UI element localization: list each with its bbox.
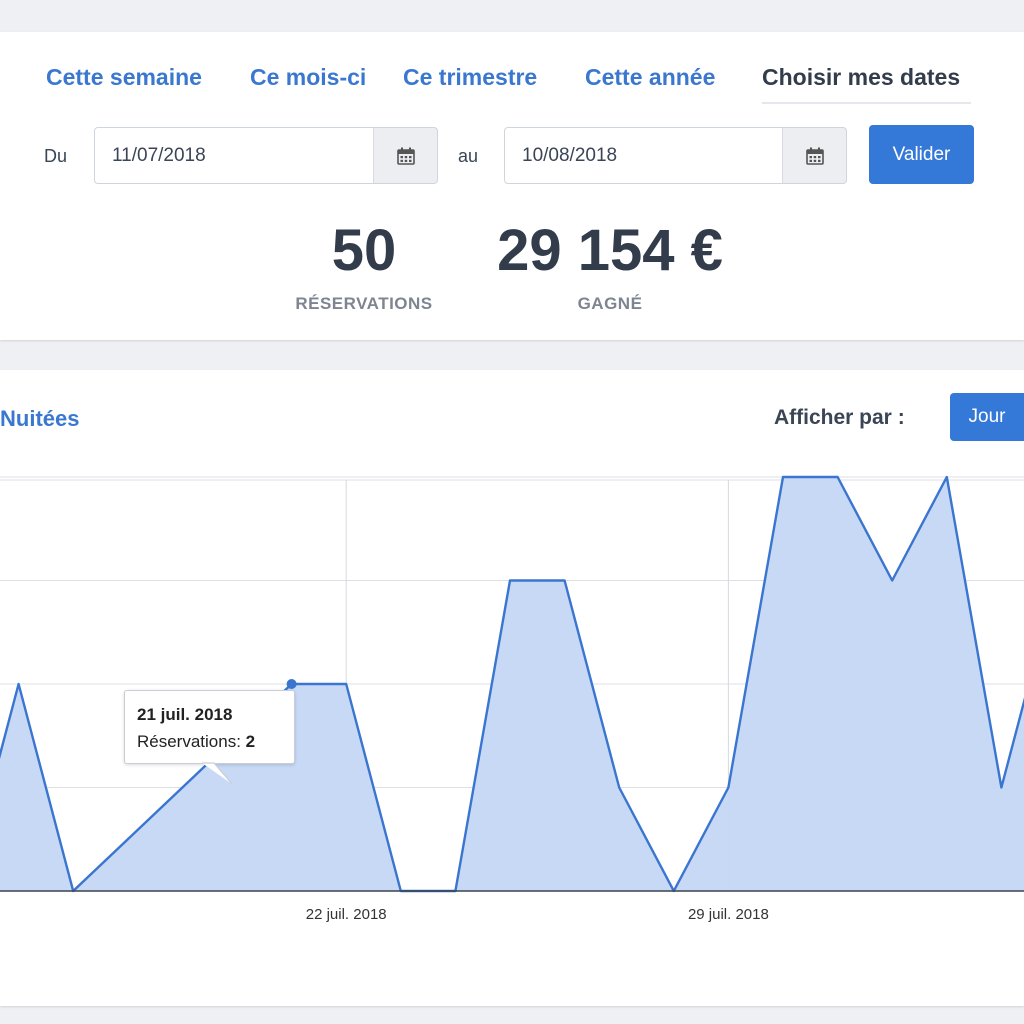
tab-nights[interactable]: Nuitées bbox=[0, 406, 80, 431]
group-by-day-button[interactable]: Jour bbox=[950, 393, 1024, 441]
reservations-count: 50 bbox=[331, 218, 397, 283]
group-by-label: Afficher par : bbox=[774, 406, 905, 429]
to-label: au bbox=[458, 146, 479, 166]
tooltip-pointer bbox=[202, 762, 233, 785]
tooltip-value: 2 bbox=[245, 732, 256, 751]
active-tab-underline bbox=[762, 102, 971, 104]
earned-amount: 29 154 € bbox=[497, 218, 723, 283]
x-tick-label: 29 juil. 2018 bbox=[688, 906, 769, 923]
from-calendar-button[interactable] bbox=[373, 127, 438, 184]
date-filter-card bbox=[0, 32, 1024, 340]
series-line bbox=[0, 475, 1024, 893]
tooltip-row: Réservations: 2 bbox=[137, 728, 282, 755]
tab-this-year[interactable]: Cette année bbox=[585, 64, 716, 90]
tab-this-week[interactable]: Cette semaine bbox=[46, 64, 202, 90]
reservations-label: RÉSERVATIONS bbox=[295, 294, 433, 313]
from-date-field[interactable] bbox=[94, 127, 374, 184]
to-date-field[interactable] bbox=[504, 127, 784, 184]
tooltip-date: 21 juil. 2018 bbox=[137, 705, 233, 724]
earned-label: GAGNÉ bbox=[577, 294, 643, 313]
x-tick-label: 22 juil. 2018 bbox=[306, 906, 387, 923]
validate-button[interactable]: Valider bbox=[869, 125, 974, 184]
area-fill bbox=[0, 477, 1024, 891]
from-label: Du bbox=[44, 146, 68, 166]
tab-this-month[interactable]: Ce mois-ci bbox=[250, 64, 367, 90]
tab-custom-dates[interactable]: Choisir mes dates bbox=[762, 64, 961, 90]
highlight-point bbox=[286, 679, 297, 689]
chart-tooltip: 21 juil. 2018 Réservations: 2 bbox=[124, 690, 295, 764]
calendar-icon bbox=[396, 147, 415, 165]
calendar-icon bbox=[805, 147, 824, 165]
tab-this-quarter[interactable]: Ce trimestre bbox=[403, 64, 538, 90]
tooltip-series-label: Réservations: bbox=[137, 732, 246, 751]
to-calendar-button[interactable] bbox=[782, 127, 847, 184]
